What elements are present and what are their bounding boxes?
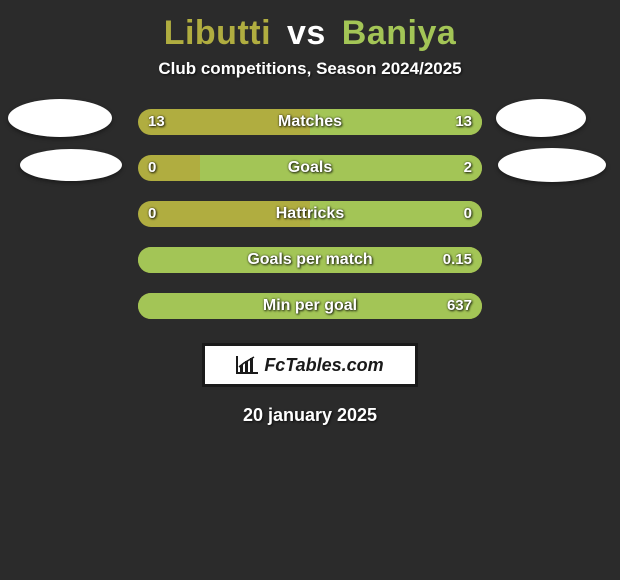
avatar-right xyxy=(498,148,606,182)
stat-value-right: 13 xyxy=(455,109,472,135)
bar-chart-icon xyxy=(236,356,258,374)
stat-name: Goals per match xyxy=(138,247,482,273)
player1-name: Libutti xyxy=(164,14,271,52)
brand-text: FcTables.com xyxy=(264,355,383,376)
vs-text: vs xyxy=(287,14,326,52)
stat-row: 0Hattricks0 xyxy=(0,199,620,245)
comparison-chart: 13Matches130Goals20Hattricks0Goals per m… xyxy=(0,107,620,337)
avatar-left xyxy=(20,149,122,181)
avatar-right xyxy=(496,99,586,137)
subtitle: Club competitions, Season 2024/2025 xyxy=(0,59,620,79)
stat-name: Min per goal xyxy=(138,293,482,319)
date-text: 20 january 2025 xyxy=(0,405,620,426)
stat-name: Matches xyxy=(138,109,482,135)
page-title: Libutti vs Baniya xyxy=(0,0,620,59)
stat-row: Goals per match0.15 xyxy=(0,245,620,291)
avatar-left xyxy=(8,99,112,137)
stat-value-right: 637 xyxy=(447,293,472,319)
stat-name: Hattricks xyxy=(138,201,482,227)
stat-value-right: 2 xyxy=(464,155,472,181)
stat-name: Goals xyxy=(138,155,482,181)
stat-value-right: 0 xyxy=(464,201,472,227)
player2-name: Baniya xyxy=(342,14,457,52)
brand-box: FcTables.com xyxy=(202,343,418,387)
stat-row: 0Goals2 xyxy=(0,153,620,199)
stat-row: 13Matches13 xyxy=(0,107,620,153)
stat-row: Min per goal637 xyxy=(0,291,620,337)
stat-value-right: 0.15 xyxy=(443,247,472,273)
